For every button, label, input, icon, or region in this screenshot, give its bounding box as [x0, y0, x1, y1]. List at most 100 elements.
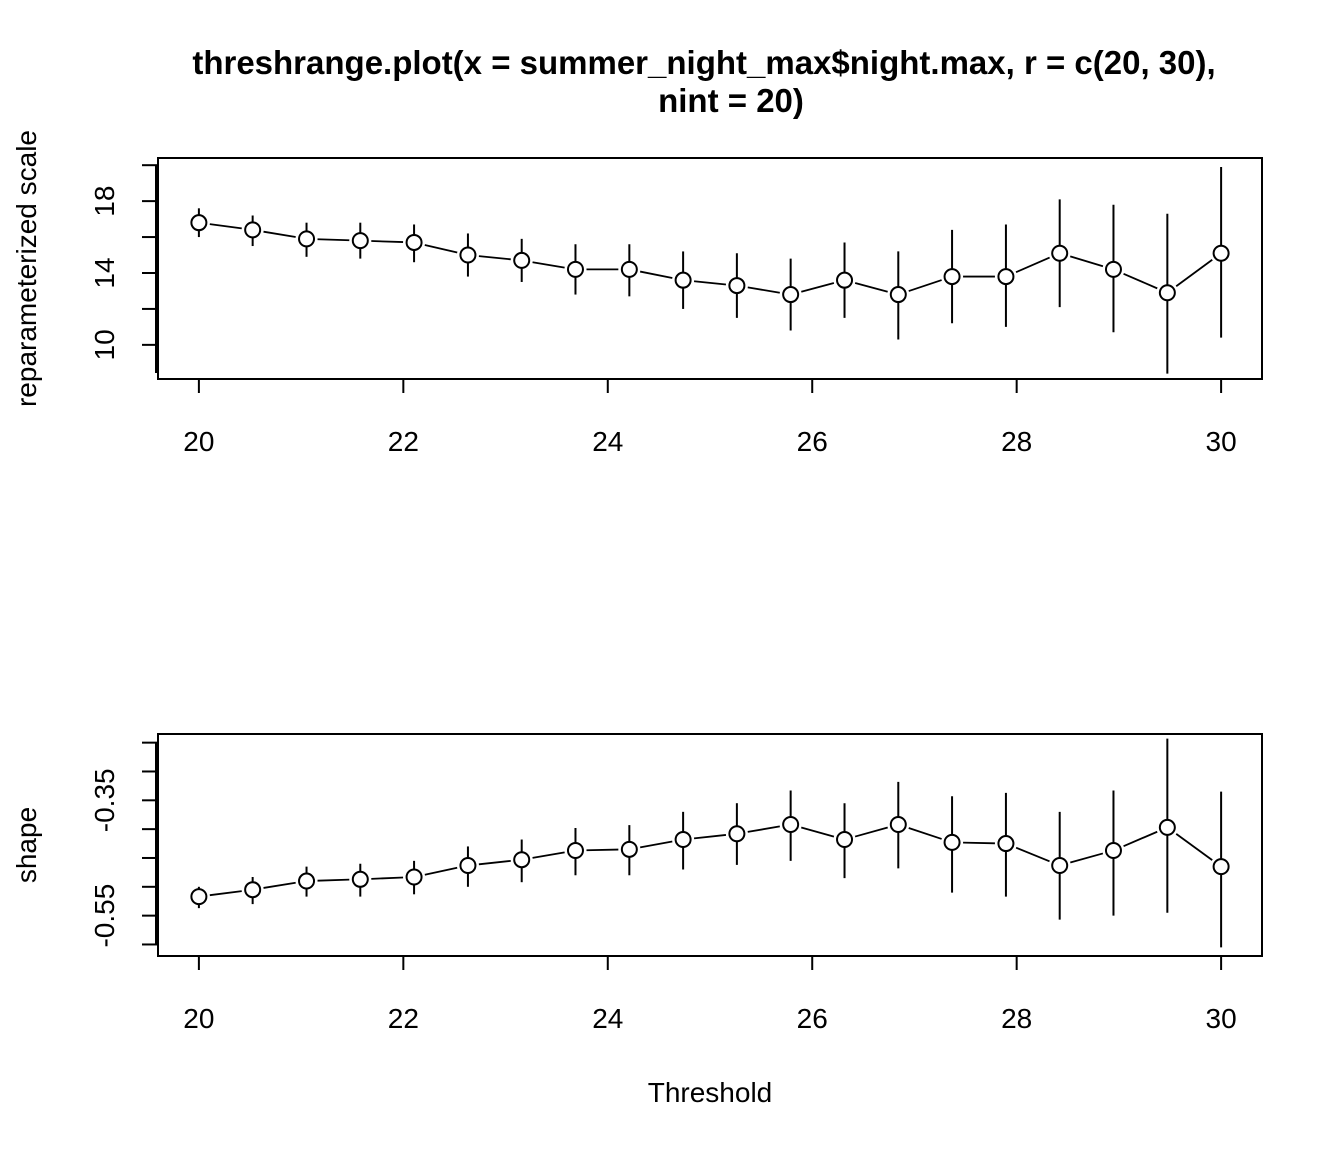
data-point [298, 872, 316, 890]
data-point [728, 825, 746, 843]
series-segment [424, 244, 458, 254]
y-tick-label: 10 [89, 329, 120, 360]
series-segment [371, 240, 404, 243]
data-point [566, 841, 584, 859]
data-point [351, 232, 369, 250]
series-segment [908, 279, 942, 292]
data-point [620, 840, 638, 858]
y-tick-label: 18 [89, 186, 120, 217]
plot-frame [157, 157, 1263, 380]
series-segment [209, 223, 242, 230]
x-tick-label: 20 [183, 426, 214, 457]
data-point [620, 260, 638, 278]
plot-frame [157, 733, 1263, 957]
x-tick-label: 30 [1206, 1003, 1237, 1034]
series-segment [424, 866, 458, 876]
series-segment [1175, 833, 1213, 861]
data-point [351, 870, 369, 888]
data-point [889, 286, 907, 304]
data-point [405, 233, 423, 251]
series-segment [1175, 259, 1213, 287]
x-tick-label: 20 [183, 1003, 214, 1034]
series-segment [371, 876, 404, 880]
data-point [1158, 818, 1176, 836]
y-axis-label: shape [11, 807, 42, 883]
data-point [244, 881, 262, 899]
scale-panel: 20 22 24 26 28 30 10 14 18 reparameterized scale [11, 130, 1263, 457]
series-segment [317, 878, 350, 882]
data-point [1212, 244, 1230, 262]
series-segment [640, 840, 673, 849]
x-axis-label: Threshold [648, 1077, 773, 1108]
shape-panel: 20 22 24 26 28 30 -0.55 -0.35 shape Threshold [11, 733, 1263, 1108]
data-point [782, 816, 800, 834]
data-point [674, 271, 692, 289]
data-point [943, 268, 961, 286]
series-segment [209, 890, 242, 897]
data-point [190, 888, 208, 906]
series-segment [963, 841, 995, 845]
series-segment [1015, 256, 1050, 274]
series-segment [639, 270, 673, 279]
y-tick-label: 14 [89, 257, 120, 288]
data-point [405, 868, 423, 886]
data-point [943, 833, 961, 851]
data-point [459, 856, 477, 874]
data-point [190, 214, 208, 232]
series-segment [801, 282, 835, 293]
data-point [728, 277, 746, 295]
x-tick-label: 28 [1001, 1003, 1032, 1034]
x-tick-label: 28 [1001, 426, 1032, 457]
series-segment [747, 286, 780, 294]
data-point [298, 230, 316, 248]
series-segment [854, 282, 888, 293]
series-segment [693, 280, 727, 286]
data-point [1104, 260, 1122, 278]
chart-title-line-2: nint = 20) [658, 82, 804, 119]
series-segment [854, 826, 888, 838]
data-point [674, 831, 692, 849]
x-tick-label: 24 [592, 1003, 623, 1034]
data-point [997, 835, 1015, 853]
series-segment [532, 851, 565, 859]
chart-title-line-1: threshrange.plot(x = summer_night_max$ni… [192, 44, 1215, 81]
data-point [1104, 841, 1122, 859]
data-point [513, 851, 531, 869]
series-segment [263, 230, 296, 238]
x-tick-label: 26 [797, 426, 828, 457]
data-point [1051, 856, 1069, 874]
data-point [997, 268, 1015, 286]
series-segment [1015, 846, 1050, 863]
series-segment [1123, 272, 1158, 290]
data-point [1158, 284, 1176, 302]
data-point [836, 271, 854, 289]
y-tick-label: -0.55 [89, 884, 120, 948]
series-segment [586, 848, 619, 852]
data-point [782, 286, 800, 304]
series-segment [263, 881, 296, 889]
y-tick-label: -0.35 [89, 768, 120, 832]
y-axis-label: reparameterized scale [11, 130, 42, 407]
series-segment [1123, 830, 1158, 847]
x-tick-label: 26 [797, 1003, 828, 1034]
x-tick-label: 22 [388, 1003, 419, 1034]
series-segment [317, 238, 350, 242]
data-point [1051, 244, 1069, 262]
data-point [889, 816, 907, 834]
series-segment [1070, 852, 1104, 864]
data-point [244, 221, 262, 239]
series-segment [908, 827, 942, 840]
data-point [513, 251, 531, 269]
series-segment [693, 834, 727, 840]
series-segment [1069, 255, 1104, 268]
series-segment [478, 859, 511, 866]
series-segment [478, 255, 511, 261]
series-segment [747, 825, 780, 833]
data-point [566, 260, 584, 278]
data-point [1212, 858, 1230, 876]
x-tick-label: 24 [592, 426, 623, 457]
series-segment [801, 826, 835, 838]
x-tick-label: 22 [388, 426, 419, 457]
x-tick-label: 30 [1206, 426, 1237, 457]
